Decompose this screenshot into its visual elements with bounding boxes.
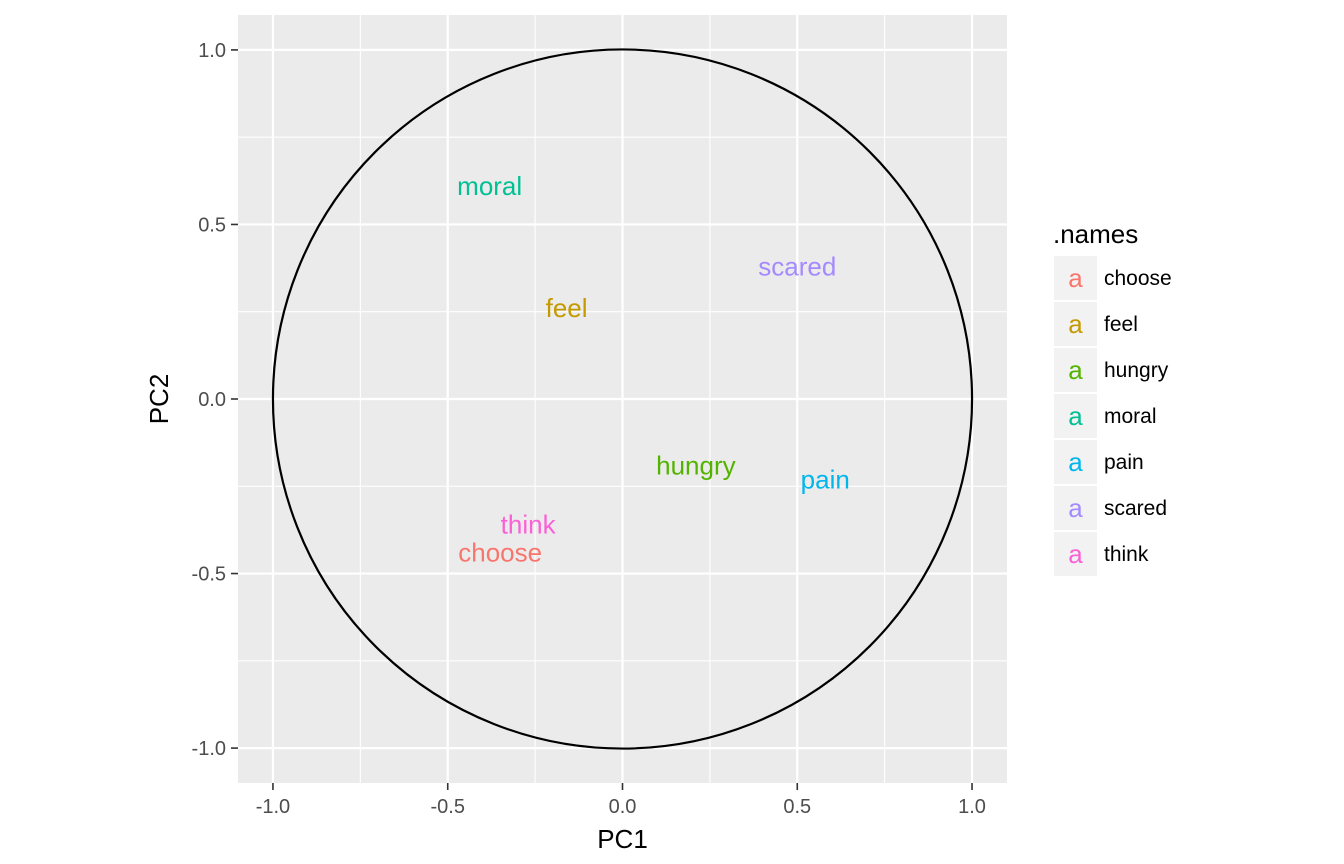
legend-key-glyph: a <box>1068 401 1083 431</box>
legend-key-glyph: a <box>1068 263 1083 293</box>
legend-label-choose: choose <box>1104 267 1172 290</box>
y-tick-label: 0.0 <box>198 389 226 411</box>
unit-circle <box>271 48 974 750</box>
legend-key-hungry <box>1054 348 1097 392</box>
legend-key-glyph: a <box>1068 539 1083 569</box>
legend-label-moral: moral <box>1104 405 1157 428</box>
x-tick-label: -1.0 <box>256 796 290 818</box>
legend-key-choose <box>1054 256 1097 300</box>
legend-key-glyph: a <box>1068 309 1083 339</box>
point-labels: choose feel hungry moral pain scared think <box>457 171 850 568</box>
x-axis: -1.0 -0.5 0.0 0.5 1.0 <box>256 783 986 818</box>
x-tick-label: 1.0 <box>958 796 986 818</box>
legend-label-feel: feel <box>1104 313 1138 336</box>
legend-label-think: think <box>1104 543 1149 566</box>
x-tick-label: -0.5 <box>430 796 464 818</box>
y-tick-label: -1.0 <box>192 738 226 760</box>
point-label-think: think <box>501 510 557 540</box>
legend-label-pain: pain <box>1104 451 1144 474</box>
legend-key-pain <box>1054 440 1097 484</box>
legend-label-hungry: hungry <box>1104 359 1169 382</box>
legend-key-moral <box>1054 394 1097 438</box>
point-label-moral: moral <box>457 171 522 201</box>
y-axis-title: PC2 <box>144 374 174 425</box>
y-tick-label: 0.5 <box>198 214 226 236</box>
y-tick-label: -0.5 <box>192 564 226 586</box>
legend-key-glyph: a <box>1068 493 1083 523</box>
point-label-pain: pain <box>801 464 850 494</box>
point-label-feel: feel <box>546 293 588 323</box>
legend-key-glyph: a <box>1068 355 1083 385</box>
legend-title: .names <box>1053 219 1138 249</box>
legend-key-think <box>1054 532 1097 576</box>
point-label-scared: scared <box>758 251 836 281</box>
legend-label-scared: scared <box>1104 497 1167 520</box>
legend-key-glyph: a <box>1068 447 1083 477</box>
x-tick-label: 0.0 <box>609 796 637 818</box>
x-tick-label: 0.5 <box>783 796 811 818</box>
y-tick-label: 1.0 <box>198 40 226 62</box>
point-label-hungry: hungry <box>656 450 736 480</box>
x-axis-title: PC1 <box>597 824 648 854</box>
y-axis: -1.0 -0.5 0.0 0.5 1.0 <box>192 40 238 760</box>
point-label-choose: choose <box>458 538 542 568</box>
legend-key-scared <box>1054 486 1097 530</box>
legend-key-feel <box>1054 302 1097 346</box>
